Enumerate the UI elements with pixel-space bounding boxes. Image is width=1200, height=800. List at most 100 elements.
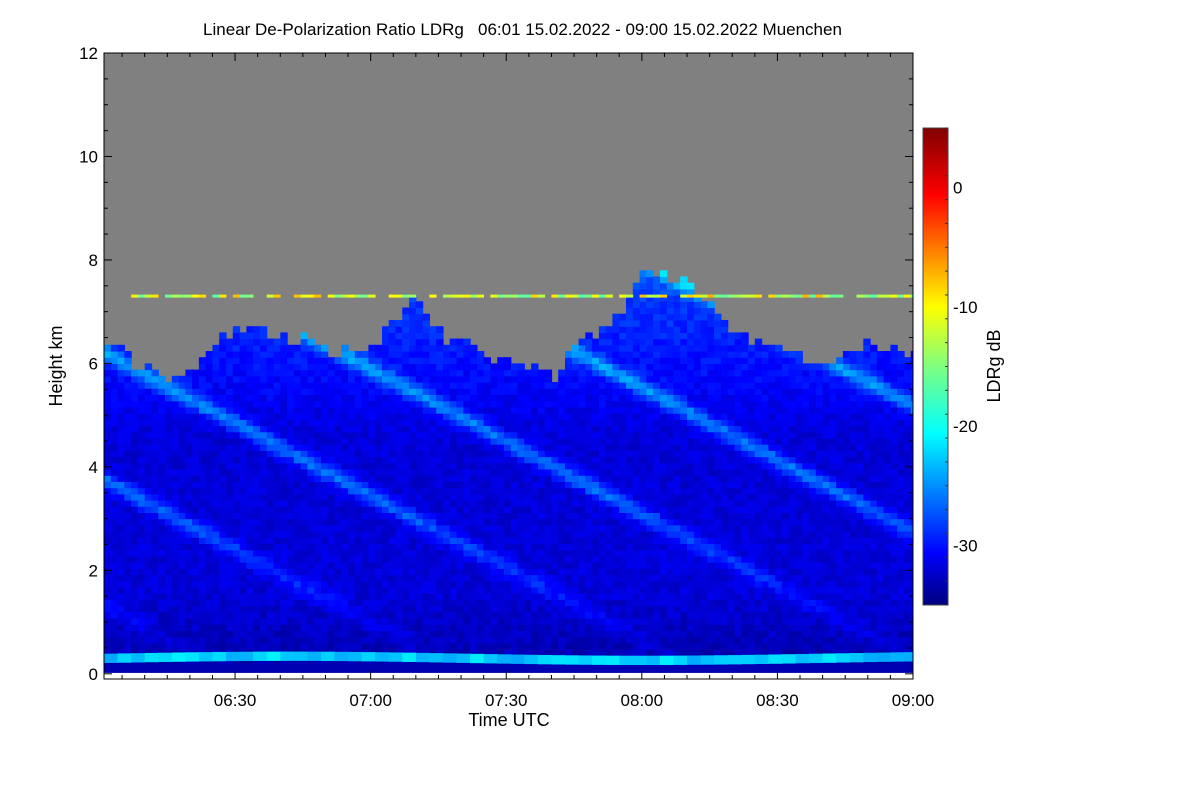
heatmap-cell: [341, 630, 349, 638]
heatmap-cell: [178, 406, 186, 414]
heatmap-cell: [490, 469, 498, 476]
heatmap-cell: [402, 618, 410, 625]
heatmap-cell: [151, 543, 159, 551]
heatmap-cell: [205, 375, 214, 383]
heatmap-cell: [110, 586, 119, 594]
heatmap-cell: [443, 618, 451, 625]
heatmap-cell: [565, 524, 573, 532]
heatmap-cell: [666, 313, 675, 321]
heatmap-cell: [314, 363, 322, 371]
heatmap-cell: [117, 524, 125, 532]
heatmap-cell: [659, 282, 668, 290]
heatmap-cell: [673, 419, 681, 427]
heatmap-cell: [117, 580, 125, 588]
heatmap-cell: [246, 611, 254, 619]
heatmap-cell: [266, 593, 275, 600]
heatmap-cell: [131, 506, 139, 513]
heatmap-cell: [558, 450, 566, 458]
heatmap-cell: [415, 357, 424, 364]
heatmap-cell: [314, 518, 322, 526]
heatmap-cell: [456, 406, 464, 414]
heatmap-cell: [293, 450, 302, 458]
heatmap-cell: [165, 611, 173, 619]
heatmap-cell: [687, 506, 695, 513]
heatmap-cell: [368, 636, 376, 644]
heatmap-cell: [456, 431, 464, 439]
heatmap-cell: [497, 382, 505, 389]
heatmap-cell: [578, 506, 586, 513]
heatmap-cell: [524, 524, 532, 532]
heatmap-cell: [619, 611, 627, 619]
heatmap-cell: [578, 388, 586, 395]
heatmap-cell: [253, 636, 261, 644]
heatmap-cell: [388, 332, 397, 340]
heatmap-cell: [714, 580, 722, 588]
heatmap-cell: [205, 450, 214, 458]
heatmap-cell: [205, 425, 214, 433]
heatmap-cell: [124, 375, 132, 383]
heatmap-cell: [551, 382, 559, 389]
heatmap-cell: [300, 462, 308, 470]
heatmap-cell: [653, 618, 661, 625]
heatmap-cell: [680, 481, 688, 489]
heatmap-cell: [429, 413, 437, 420]
heatmap-cell: [165, 531, 173, 538]
heatmap-cell: [287, 450, 295, 458]
heatmap-cell: [687, 307, 695, 315]
heatmap-cell: [476, 469, 485, 476]
heatmap-cell: [375, 400, 383, 408]
heatmap-cell: [659, 437, 668, 445]
heatmap-cell: [585, 357, 593, 364]
heatmap-cell: [212, 568, 220, 576]
heatmap-cell: [524, 431, 532, 439]
heatmap-cell: [456, 555, 464, 563]
heatmap-cell: [443, 562, 451, 569]
heatmap-cell: [470, 444, 478, 451]
heatmap-cell: [578, 369, 586, 377]
heatmap-cell: [463, 574, 471, 582]
heatmap-cell: [368, 506, 376, 513]
heatmap-cell: [382, 431, 390, 439]
heatmap-cell: [348, 425, 356, 433]
heatmap-cell: [137, 599, 146, 607]
heatmap-cell: [334, 506, 342, 513]
heatmap-cell: [165, 524, 173, 532]
heatmap-cell: [395, 394, 403, 402]
heatmap-cell: [314, 524, 322, 532]
heatmap-cell: [497, 369, 505, 377]
heatmap-cell: [544, 555, 553, 563]
heatmap-cell: [192, 555, 200, 563]
heatmap-cell: [131, 382, 139, 389]
heatmap-cell: [558, 611, 566, 619]
heatmap-cell: [531, 469, 539, 476]
heatmap-cell: [334, 375, 342, 383]
heatmap-cell: [639, 618, 647, 625]
heatmap-cell: [151, 388, 159, 395]
heatmap-cell: [666, 307, 675, 315]
heatmap-cell: [456, 344, 464, 352]
heatmap-cell: [395, 344, 403, 352]
heatmap-cell: [259, 531, 268, 538]
heatmap-cell: [198, 531, 207, 538]
heatmap-cell: [653, 537, 661, 544]
heatmap-cell: [205, 469, 214, 476]
heatmap-cell: [185, 506, 193, 513]
heatmap-cell: [117, 344, 125, 352]
heatmap-cell: [124, 543, 132, 551]
heatmap-cell: [307, 450, 315, 458]
heatmap-cell: [436, 332, 444, 340]
heatmap-cell: [612, 382, 620, 389]
heatmap-cell: [483, 624, 491, 631]
heatmap-cell: [409, 326, 417, 333]
heatmap-cell: [354, 475, 363, 482]
heatmap-cell: [551, 431, 559, 439]
heatmap-cell: [605, 369, 614, 377]
heatmap-cell: [659, 555, 668, 563]
heatmap-cell: [626, 413, 634, 420]
heatmap-cell: [510, 574, 519, 582]
heatmap-cell: [429, 555, 437, 563]
heatmap-cell: [314, 344, 322, 352]
heatmap-cell: [626, 568, 634, 576]
heatmap-cell: [626, 332, 634, 340]
heatmap-cell: [354, 568, 363, 576]
